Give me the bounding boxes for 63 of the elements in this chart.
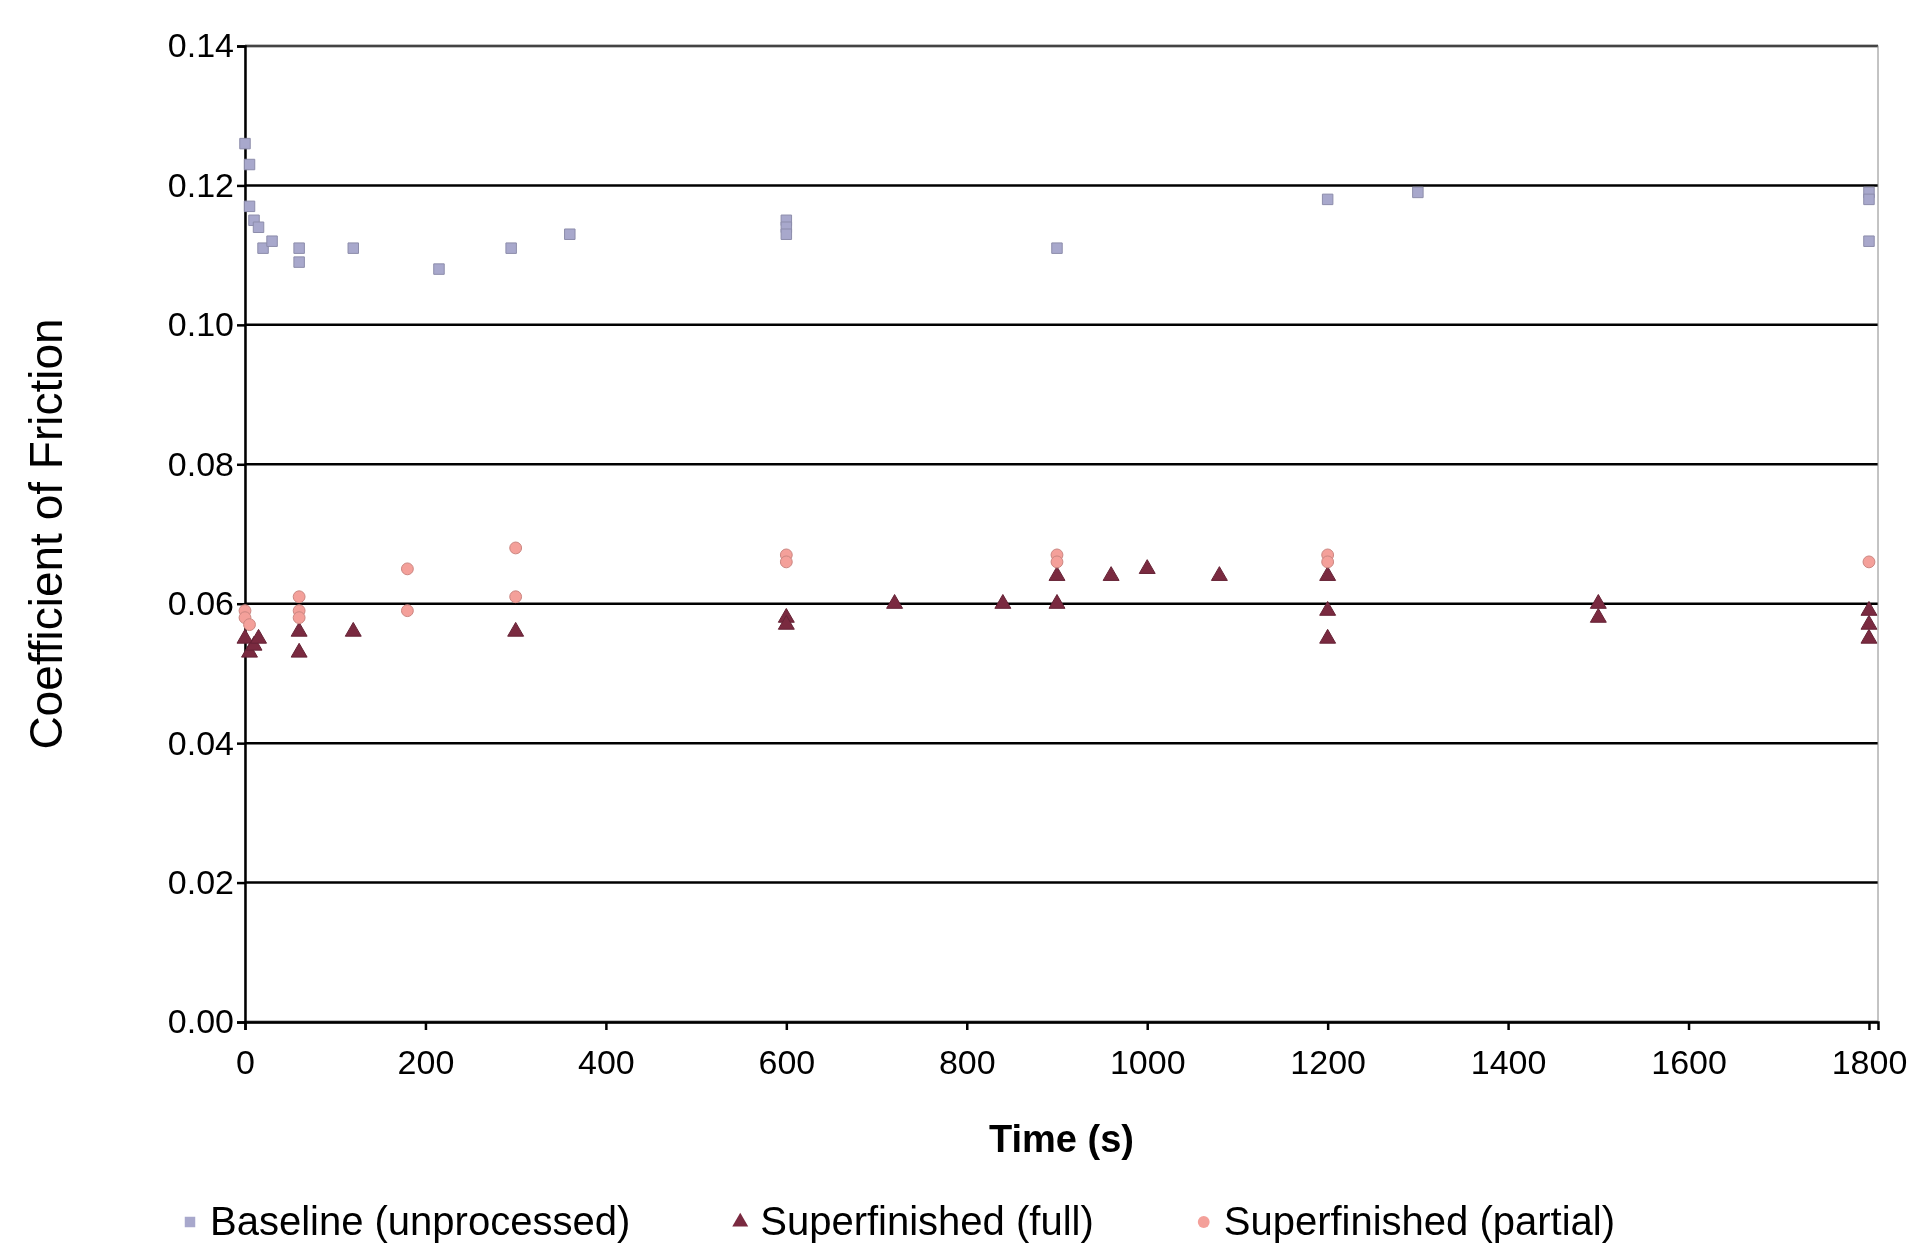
- point: [780, 228, 793, 240]
- point: [1589, 594, 1607, 609]
- point: [1860, 628, 1878, 644]
- point: [1321, 193, 1334, 206]
- point: [505, 242, 517, 254]
- x-axis-title: Time (s): [988, 1118, 1135, 1160]
- point: [243, 158, 256, 171]
- x-tick-label: 1800: [1831, 1042, 1908, 1081]
- point: [564, 228, 576, 240]
- point: [1319, 600, 1337, 616]
- point: [239, 137, 251, 150]
- x-tick-label: 1200: [1290, 1042, 1366, 1081]
- point: [777, 614, 795, 630]
- y-tick-label: 0.00: [167, 1002, 234, 1041]
- point: [1863, 193, 1875, 206]
- y-tick-label: 0.14: [167, 26, 234, 65]
- point: [236, 628, 254, 644]
- point: [1051, 242, 1063, 254]
- y-tick-label: 0.08: [167, 444, 234, 483]
- point: [1412, 186, 1424, 199]
- point: [1138, 559, 1156, 574]
- x-tick-label: 600: [758, 1042, 816, 1081]
- point: [252, 221, 265, 233]
- point: [886, 594, 904, 609]
- x-tick-label: 800: [938, 1042, 996, 1081]
- legend-label: Superfinished (partial): [1223, 1199, 1616, 1243]
- point: [1863, 235, 1875, 247]
- point: [433, 263, 445, 275]
- y-tick-label: 0.04: [167, 723, 234, 762]
- x-tick-label: 400: [578, 1042, 635, 1081]
- point: [1048, 594, 1066, 609]
- legend-label: Baseline (unprocessed): [210, 1199, 631, 1243]
- x-tick-label: 1600: [1651, 1042, 1727, 1081]
- x-tick-label: 0: [236, 1042, 255, 1081]
- point: [1210, 566, 1228, 581]
- point: [1319, 566, 1337, 581]
- point: [1860, 600, 1878, 616]
- y-tick-label: 0.12: [167, 165, 234, 204]
- point: [1048, 566, 1066, 581]
- point: [994, 594, 1012, 609]
- point: [1102, 566, 1120, 581]
- legend-label: Superfinished (full): [760, 1199, 1094, 1243]
- point: [344, 621, 362, 637]
- point: [257, 242, 269, 254]
- x-tick-label: 1400: [1470, 1042, 1547, 1081]
- point: [290, 642, 308, 658]
- point: [347, 242, 360, 254]
- point: [290, 621, 308, 637]
- y-tick-label: 0.02: [167, 862, 234, 901]
- y-tick-label: 0.10: [167, 305, 234, 344]
- x-tick-label: 200: [397, 1042, 455, 1081]
- y-axis-title: Coefficient of Friction: [20, 318, 72, 750]
- point: [293, 242, 305, 254]
- point: [507, 621, 525, 637]
- point: [243, 200, 256, 213]
- point: [293, 256, 305, 268]
- x-tick-label: 1000: [1109, 1042, 1186, 1081]
- point: [1860, 614, 1878, 630]
- point: [1589, 607, 1607, 623]
- y-tick-label: 0.06: [167, 584, 234, 623]
- point: [1319, 628, 1337, 644]
- point: [250, 628, 267, 644]
- point: [266, 235, 278, 247]
